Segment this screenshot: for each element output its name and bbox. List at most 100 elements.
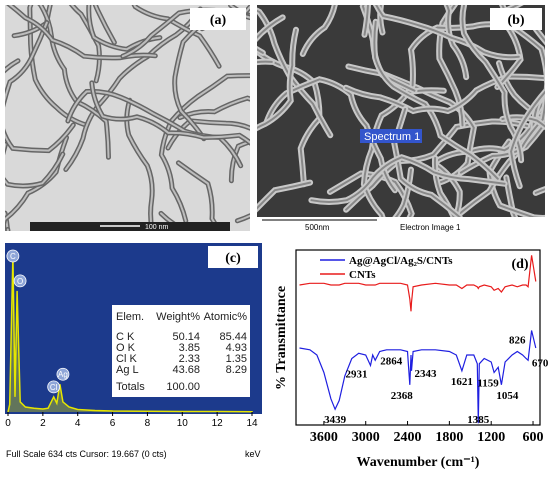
tube-core — [125, 99, 154, 231]
tem-tubes — [5, 5, 250, 231]
tube-core — [393, 108, 461, 217]
tube-core — [438, 5, 464, 127]
peak-annotation: 826 — [509, 335, 526, 347]
peak-marker — [13, 274, 27, 288]
peak-annotation: 670 — [532, 357, 549, 369]
tube-core — [39, 5, 110, 159]
tube-core — [70, 5, 101, 82]
label-box — [190, 8, 246, 30]
tube-core — [373, 20, 499, 180]
tube-core — [301, 5, 336, 55]
tube-core — [87, 5, 161, 51]
peak-label: O — [17, 277, 23, 286]
tube-core — [310, 156, 506, 203]
x-tick-label: 6 — [110, 418, 116, 429]
table-cell: Cl K — [116, 353, 137, 365]
x-axis-title: Wavenumber (cm⁻¹) — [357, 455, 480, 470]
x-tick-label: 12 — [212, 418, 224, 429]
tube-core — [5, 136, 68, 223]
peak-annotation: 2368 — [391, 390, 414, 402]
table-cell: 50.14 — [172, 331, 200, 343]
x-tick-label: 2400 — [394, 430, 422, 445]
footer: Full Scale 634 cts Cursor: 19.667 (0 cts… — [6, 449, 167, 459]
x-unit: keV — [245, 449, 261, 459]
panel-label: (d) — [511, 257, 528, 272]
tube-core — [90, 81, 250, 144]
table-header: Elem. — [116, 311, 144, 323]
tube-core — [445, 5, 468, 79]
x-tick-label: 1200 — [477, 430, 505, 445]
x-tick-label: 600 — [523, 430, 544, 445]
x-tick-label: 1800 — [435, 430, 463, 445]
tube-core — [433, 157, 455, 217]
panel-label: (b) — [507, 13, 524, 28]
table-cell: 8.29 — [226, 364, 247, 376]
tube-core — [257, 9, 332, 137]
x-tick-label: 3600 — [310, 430, 338, 445]
tube — [5, 141, 8, 156]
tube-core — [265, 78, 396, 192]
x-tick-label: 14 — [246, 418, 258, 429]
table-cell: 1.35 — [226, 353, 247, 365]
peak-label: Ag — [58, 370, 68, 379]
table-total: 100.00 — [166, 381, 200, 393]
tube-core — [5, 143, 7, 150]
tube-core — [394, 168, 412, 217]
tube-core — [459, 121, 545, 174]
peak-label: C — [10, 252, 16, 261]
peak-annotation: 1159 — [477, 378, 499, 390]
eds-table — [112, 305, 250, 397]
table-cell: O K — [116, 342, 136, 354]
tube-core — [510, 90, 545, 188]
x-tick-label: 3000 — [352, 430, 380, 445]
peak-annotation: 3439 — [324, 414, 347, 426]
tube-core — [28, 5, 88, 127]
series-line — [299, 330, 537, 424]
peak-marker — [56, 367, 70, 381]
table-total: Totals — [116, 381, 145, 393]
scale-label: 500nm — [305, 223, 330, 232]
eds-table-text: Elem. Weight% Atomic% C K 50.14 85.44 O K 3.85 4… — [116, 311, 247, 393]
panel-label: (a) — [210, 13, 227, 28]
peak-annotation: 2343 — [415, 368, 438, 380]
table-cell: 2.33 — [179, 353, 200, 365]
peak-annotation: 1621 — [451, 376, 473, 388]
tube-core — [64, 8, 202, 171]
y-axis-title: % Transmittance — [274, 286, 289, 390]
plot-frame — [295, 249, 541, 426]
tube-core — [257, 181, 312, 210]
spectrum-line — [7, 255, 253, 413]
table-cell: Ag L — [116, 364, 139, 376]
peak-label: Cl — [50, 383, 58, 392]
table-header: Weight% — [156, 311, 200, 323]
tube-core — [8, 5, 157, 59]
x-tick-label: 0 — [5, 418, 11, 429]
tube-core — [328, 172, 413, 217]
series-line — [299, 255, 537, 312]
tube-core — [177, 161, 221, 231]
tube-core — [133, 5, 221, 68]
image-caption: Electron Image 1 — [400, 223, 461, 232]
tube-core — [178, 97, 250, 119]
tube-core — [409, 23, 522, 88]
x-tick-label: 8 — [145, 418, 151, 429]
tube-core — [5, 21, 75, 152]
scale-label: 100 nm — [145, 224, 169, 231]
x-tick-label: 2 — [40, 418, 46, 429]
tube-core — [5, 59, 64, 187]
spectrum-box — [360, 129, 422, 143]
peak-marker — [6, 249, 20, 263]
table-cell: 43.68 — [172, 364, 200, 376]
legend-label: CNTs — [349, 269, 376, 281]
tube-core — [257, 28, 297, 129]
table-cell: 4.93 — [226, 342, 247, 354]
table-cell: C K — [116, 331, 135, 343]
peak-annotation: 1054 — [496, 390, 519, 402]
peak-annotation: 2931 — [346, 369, 368, 381]
label-box — [490, 8, 542, 30]
tube-core — [345, 120, 529, 211]
sem-tubes — [257, 5, 545, 217]
tube-core — [230, 140, 250, 182]
tube-core — [375, 5, 520, 59]
